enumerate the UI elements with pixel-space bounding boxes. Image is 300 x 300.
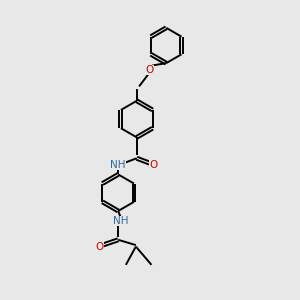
Text: NH: NH <box>110 160 126 170</box>
Text: O: O <box>96 242 104 252</box>
Text: NH: NH <box>113 216 128 226</box>
Text: O: O <box>146 65 154 75</box>
Text: O: O <box>149 160 158 170</box>
